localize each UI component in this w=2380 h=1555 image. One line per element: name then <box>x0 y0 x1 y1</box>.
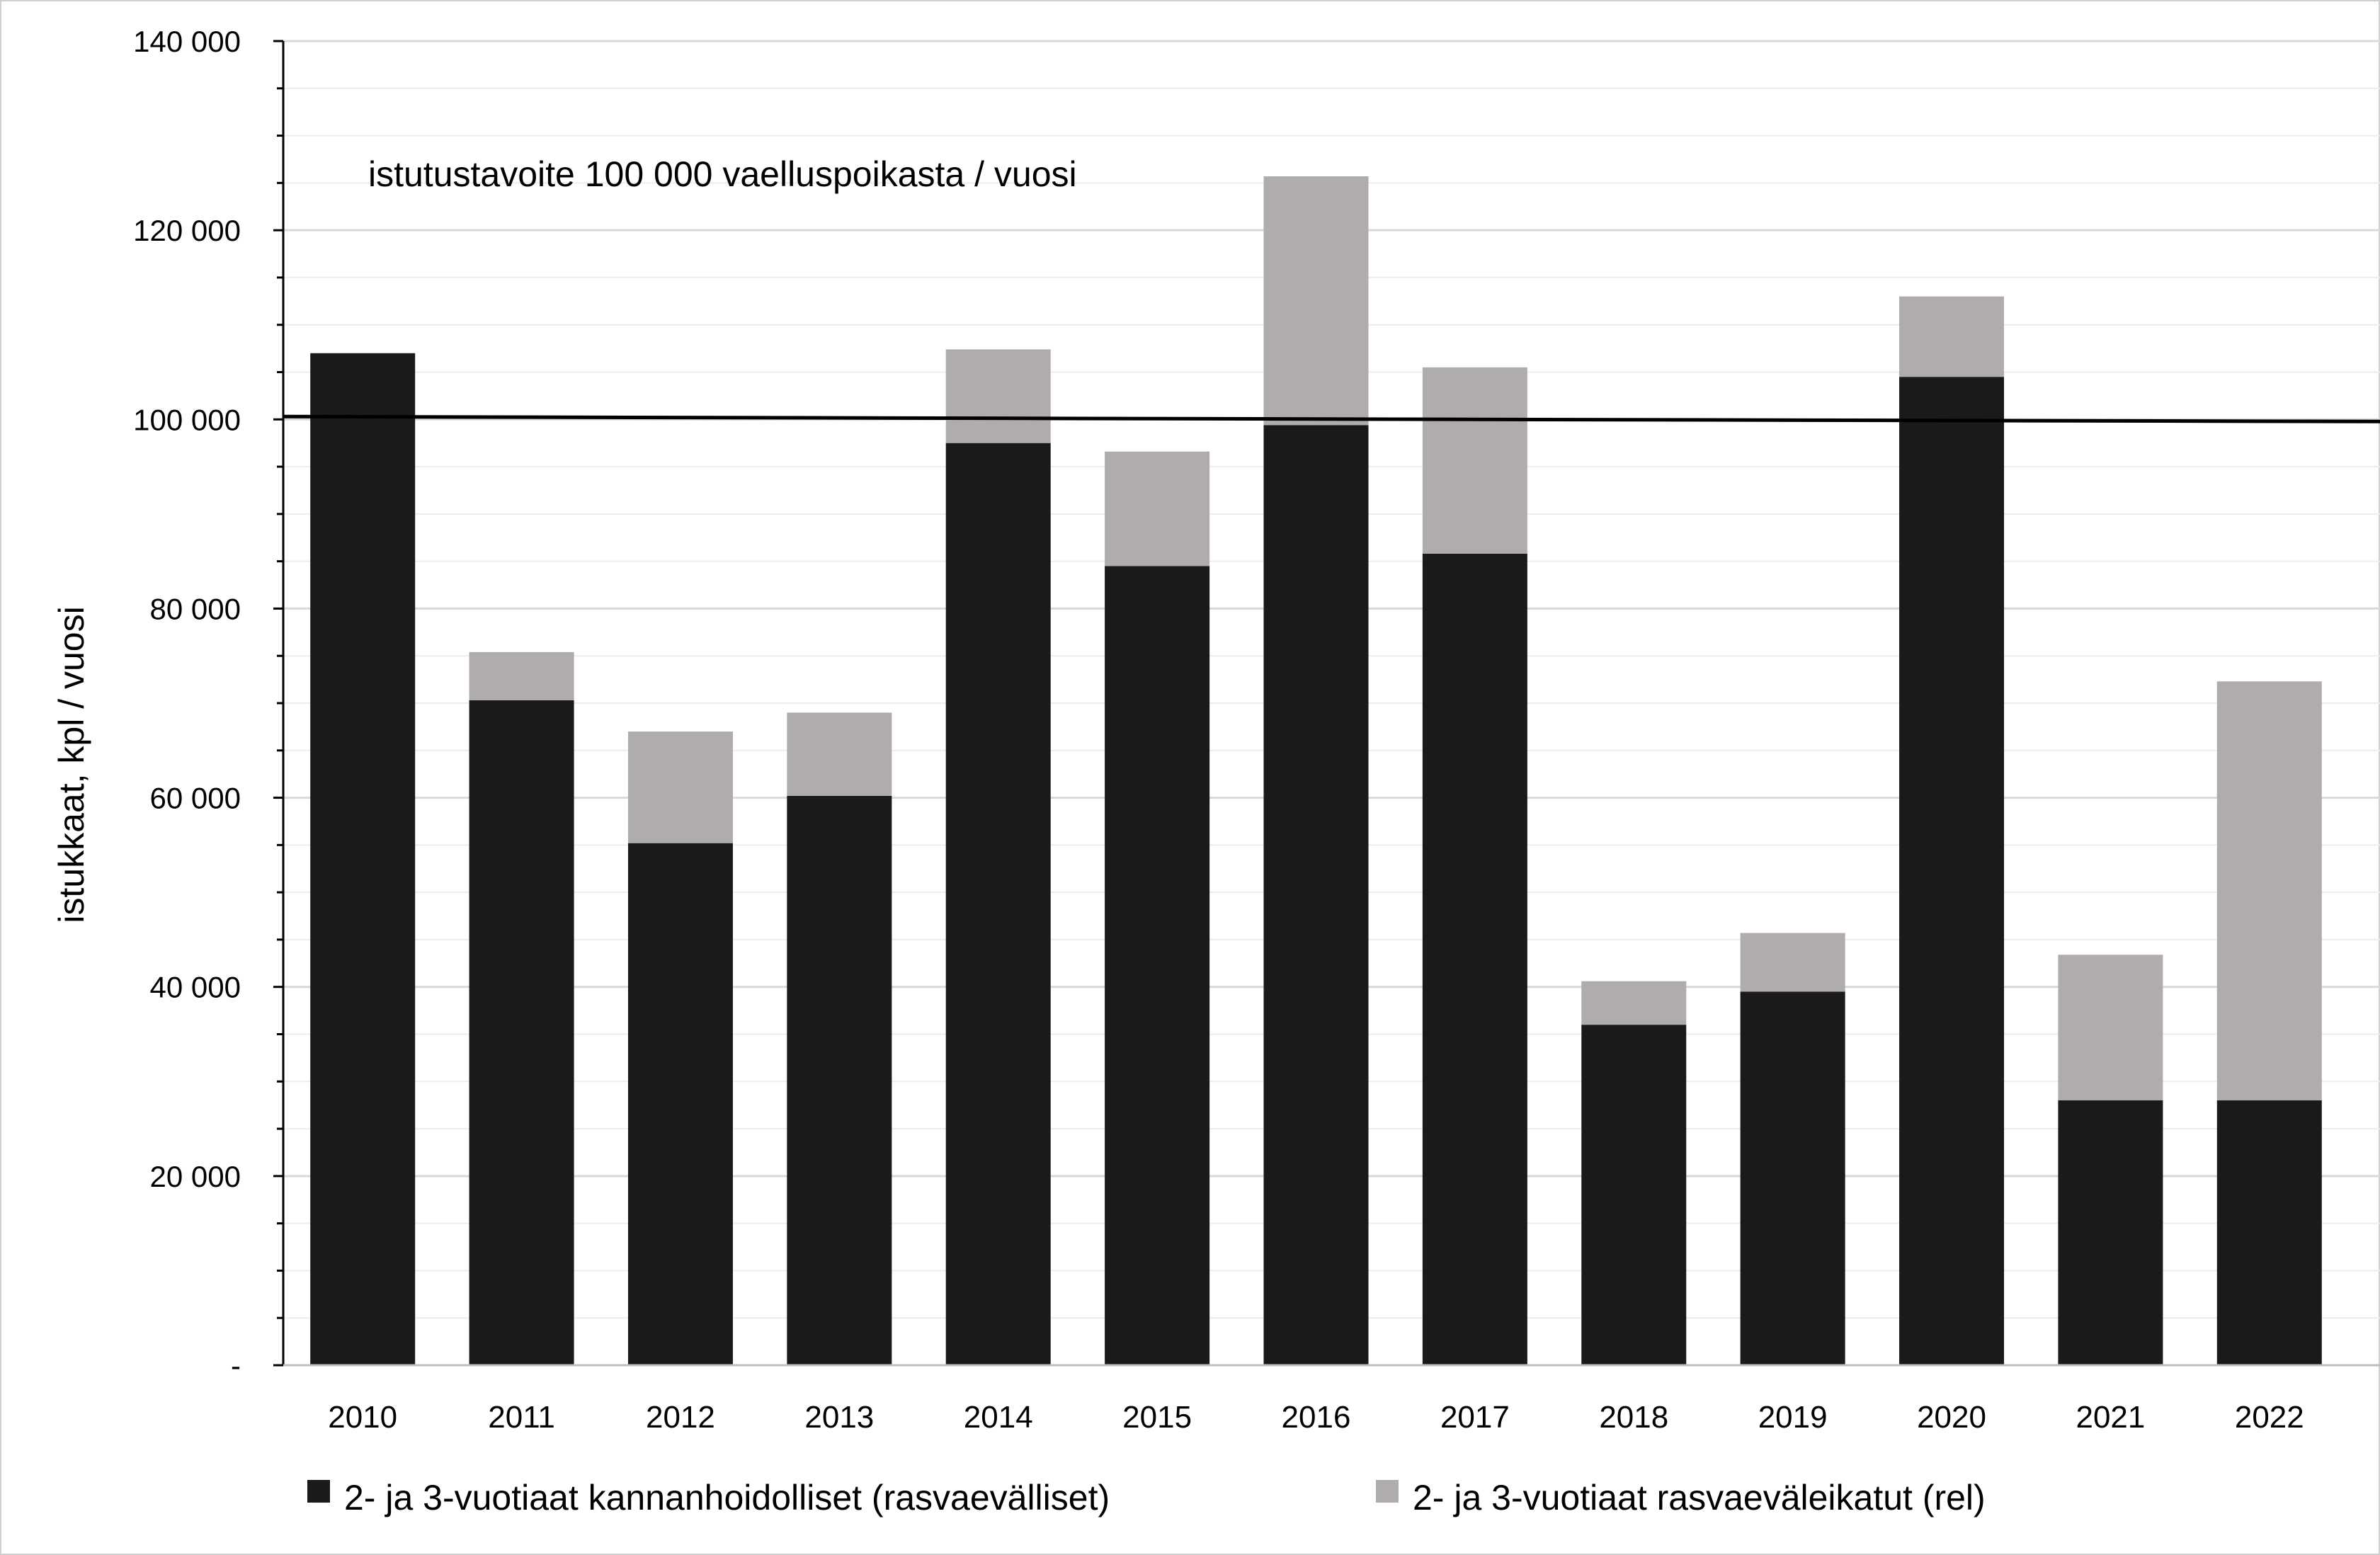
bar-2020-series-1 <box>1899 377 2005 1365</box>
x-tick-label-2018: 2018 <box>1599 1400 1668 1435</box>
bar-2022-series-1 <box>2216 1100 2322 1365</box>
bar-2018-series-1 <box>1581 1025 1687 1365</box>
x-tick-label-2010: 2010 <box>328 1400 397 1435</box>
y-tick-label: 140 000 <box>133 25 241 58</box>
bar-2013-series-2 <box>787 712 892 796</box>
y-axis <box>273 40 2380 1367</box>
x-tick-label-2021: 2021 <box>2076 1400 2145 1435</box>
y-tick-label: - <box>231 1349 241 1382</box>
bar-2019-series-1 <box>1740 991 1845 1365</box>
bar-2018-series-2 <box>1581 981 1687 1025</box>
x-tick-label-2012: 2012 <box>646 1400 715 1435</box>
y-tick-label: 40 000 <box>150 971 241 1004</box>
y-tick-label: 80 000 <box>150 592 241 625</box>
x-tick-label-2019: 2019 <box>1758 1400 1828 1435</box>
target-annotation: istutustavoite 100 000 vaelluspoikasta /… <box>368 154 1077 194</box>
legend-swatch-series-2 <box>1376 1480 1399 1503</box>
bar-2021-series-2 <box>2058 955 2163 1100</box>
y-tick-label: 120 000 <box>133 214 241 247</box>
target-reference-line <box>283 414 2380 423</box>
legend-label-series-1: 2- ja 3-vuotiaat kannanhoidolliset (rasv… <box>344 1478 1110 1517</box>
x-tick-label-2013: 2013 <box>804 1400 874 1435</box>
bar-2015-series-1 <box>1105 566 1210 1365</box>
x-tick-label-2016: 2016 <box>1282 1400 1351 1435</box>
bar-2014-series-1 <box>945 443 1051 1365</box>
bar-2015-series-2 <box>1105 451 1210 566</box>
legend-swatch-series-1 <box>307 1480 330 1503</box>
bar-2017-series-1 <box>1422 553 1527 1365</box>
bars <box>310 176 2322 1366</box>
bar-2011-series-2 <box>469 651 574 700</box>
bar-2021-series-1 <box>2058 1100 2163 1365</box>
bar-2011-series-1 <box>469 700 574 1365</box>
x-category-labels: 2010 2011 2012 2013 2014 2015 2016 2017 2018 2019… <box>328 1400 2304 1435</box>
bar-2017-series-2 <box>1422 367 1527 554</box>
x-tick-label-2015: 2015 <box>1122 1400 1192 1435</box>
bar-2014-series-2 <box>945 349 1051 443</box>
y-axis-title: istukkaat, kpl / vuosi <box>52 606 91 923</box>
y-tick-label: 60 000 <box>150 782 241 815</box>
bar-2016-series-2 <box>1263 176 1369 426</box>
y-tick-label: 20 000 <box>150 1160 241 1193</box>
legend-label-series-2: 2- ja 3-vuotiaat rasvaeväleikatut (rel) <box>1413 1478 1986 1517</box>
bar-2019-series-2 <box>1740 933 1845 992</box>
bar-2020-series-2 <box>1899 296 2005 377</box>
x-tick-label-2014: 2014 <box>964 1400 1033 1435</box>
bar-2022-series-2 <box>2216 681 2322 1100</box>
bar-2016-series-1 <box>1263 425 1369 1365</box>
legend: 2- ja 3-vuotiaat kannanhoidolliset (rasv… <box>307 1478 1986 1517</box>
bar-2010-series-1 <box>310 353 416 1366</box>
x-tick-label-2017: 2017 <box>1440 1400 1510 1435</box>
bar-2012-series-1 <box>627 843 733 1365</box>
x-tick-label-2020: 2020 <box>1917 1400 1986 1435</box>
y-tick-label: 100 000 <box>133 403 241 436</box>
x-tick-label-2022: 2022 <box>2235 1400 2304 1435</box>
bar-2012-series-2 <box>627 731 733 843</box>
y-tick-labels: - 20 000 40 000 60 000 80 000 100 000 120 000 1… <box>133 25 241 1382</box>
bar-2013-series-1 <box>787 795 892 1365</box>
x-tick-label-2011: 2011 <box>488 1400 555 1435</box>
